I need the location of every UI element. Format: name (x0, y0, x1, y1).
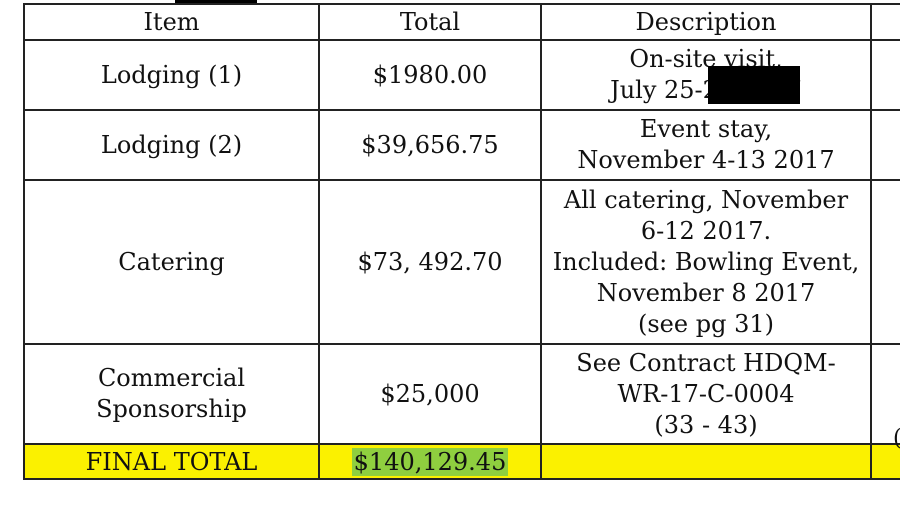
table-row: Catering $73, 492.70 All catering, Novem… (23, 179, 900, 345)
description-line: November 4-13 2017 (577, 146, 835, 174)
total-cell: $39,656.75 (318, 109, 542, 181)
description-line: Event stay, (639, 115, 773, 143)
description-cell: See Contract HDQM- WR-17-C-0004 (33 - 43… (540, 343, 872, 445)
description-line: WR-17-C-0004 (617, 379, 795, 408)
final-total-label: FINAL TOTAL (23, 443, 320, 480)
item-cell: Catering (23, 179, 320, 345)
description-cell: On-site visit, July 25-27 2017 (540, 39, 872, 111)
table-row: Commercial Sponsorship $25,000 See Contr… (23, 343, 900, 445)
item-cell: Lodging (2) (23, 109, 320, 181)
description-line: July 25-27 2017 (610, 76, 802, 104)
extra-cell (870, 39, 900, 111)
top-redaction-bar (175, 0, 257, 5)
header-description: Description (540, 3, 872, 41)
final-total-row: FINAL TOTAL $140,129.45 (23, 443, 900, 480)
final-extra-cell (870, 443, 900, 480)
description-cell: All catering, November 6-12 2017. Includ… (540, 179, 872, 345)
total-cell: $25,000 (318, 343, 542, 445)
description-line: (see pg 31) (638, 309, 774, 338)
description-line: All catering, November (563, 185, 849, 214)
item-cell: Lodging (1) (23, 39, 320, 111)
extra-cell (870, 343, 900, 445)
item-cell: Commercial Sponsorship (23, 343, 320, 445)
extra-cell (870, 179, 900, 345)
description-line: November 8 2017 (596, 278, 816, 307)
header-total: Total (318, 3, 542, 41)
description-line: Included: Bowling Event, (552, 247, 860, 276)
final-description-cell (540, 443, 872, 480)
redaction-box (708, 66, 800, 104)
total-cell: $73, 492.70 (318, 179, 542, 345)
final-total-cell: $140,129.45 (318, 443, 542, 480)
description-cell: Event stay, November 4-13 2017 (540, 109, 872, 181)
item-line: Sponsorship (96, 395, 247, 423)
extra-cell (870, 109, 900, 181)
description-line: See Contract HDQM- (576, 348, 836, 377)
edge-fragment: ( (893, 428, 900, 450)
header-extra (870, 3, 900, 41)
table-row: Lodging (2) $39,656.75 Event stay, Novem… (23, 109, 900, 181)
expense-table: Item Total Description Lodging (1) $1980… (23, 3, 900, 480)
total-cell: $1980.00 (318, 39, 542, 111)
final-total-value: $140,129.45 (351, 447, 509, 476)
header-row: Item Total Description (23, 3, 900, 41)
item-line: Commercial (97, 364, 246, 392)
description-line: 6-12 2017. (640, 216, 772, 245)
description-line: On-site visit, (629, 45, 783, 73)
header-item: Item (23, 3, 320, 41)
description-line: (33 - 43) (654, 410, 758, 439)
